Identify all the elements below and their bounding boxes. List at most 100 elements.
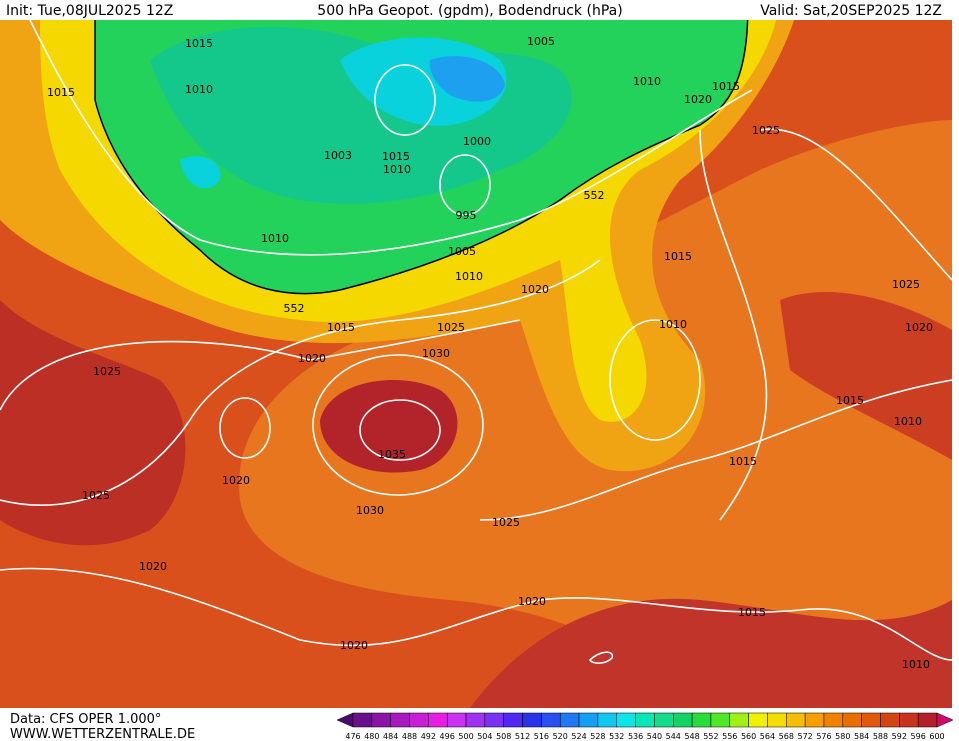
isobar-label: 1020 [521,283,549,296]
isobar [219,397,271,459]
scale-label: 580 [835,732,850,741]
scale-label: 520 [553,732,568,741]
scale-label: 512 [515,732,530,741]
website: WWW.WETTERZENTRALE.DE [10,727,195,741]
scale-label: 540 [647,732,662,741]
scale-swatch [842,712,862,728]
isobar-label: 1010 [185,83,213,96]
scale-label: 544 [666,732,681,741]
isobar [0,567,953,661]
scale-swatch [917,712,938,728]
header-band [0,0,959,20]
map-title: 500 hPa Geopot. (gpdm), Bodendruck (hPa) [317,3,622,19]
isobar-label: 1020 [684,93,712,106]
scale-label: 476 [345,732,360,741]
scale-label: 584 [854,732,869,741]
isobar-label: 1025 [752,124,780,137]
scale-swatch [691,712,712,728]
isobar-label: 1010 [383,163,411,176]
isobar-label: 1020 [905,321,933,334]
scale-label: 532 [609,732,624,741]
scale-swatch [578,712,599,728]
isobar-label: 1010 [894,415,922,428]
scale-swatch [673,712,693,728]
scale-label: 524 [571,732,586,741]
isobar [439,154,491,216]
scale-swatch [899,712,919,728]
scale-label: 588 [873,732,888,741]
orange-field [0,0,952,708]
dark-region [470,598,952,708]
isobar-label: 1030 [422,347,450,360]
valid-time: Valid: Sat,20SEP2025 12Z [760,3,942,19]
isobar [589,651,614,664]
scale-label: 504 [477,732,492,741]
scale-swatch [371,712,391,728]
scale-swatch [823,712,844,728]
isobar-label: 1020 [222,474,250,487]
isobar-label: 1025 [82,489,110,502]
isobar [0,259,601,506]
isobar-label: 1015 [729,455,757,468]
scale-swatch [428,712,448,728]
isobar-label: 1015 [47,86,75,99]
isobar-label: 1025 [892,278,920,291]
isobar-label: 1015 [664,250,692,263]
scale-swatch [597,712,617,728]
isobar-label: 1020 [298,352,326,365]
scale-swatch [654,712,674,728]
scale-swatch [503,712,523,728]
isobar-label: 1005 [448,245,476,258]
isobar [479,379,953,521]
scale-label: 480 [364,732,379,741]
scale-label: 600 [929,732,944,741]
scale-label: 508 [496,732,511,741]
isobar-label: 552 [284,302,305,315]
isobar-label: 1000 [463,135,491,148]
isobar [359,399,441,461]
blue-core [429,56,505,102]
init-time: Init: Tue,08JUL2025 12Z [6,3,173,19]
isobar [759,128,953,281]
isobar-label: 1015 [185,37,213,50]
data-source: Data: CFS OPER 1.000° [10,712,161,727]
isobar-label: 1015 [738,606,766,619]
isobar-label: 1030 [356,504,384,517]
isobar-label: 1005 [527,35,555,48]
isobars [0,19,953,664]
isobar-label: 1010 [455,270,483,283]
scale-swatch [616,712,636,728]
cyan-field [180,156,221,189]
scale-label: 552 [703,732,718,741]
scale-label: 488 [402,732,417,741]
scale-label: 560 [741,732,756,741]
isobar [609,319,701,441]
isobar-label: 995 [456,209,477,222]
dark-region [0,300,186,546]
scale-swatch [729,712,749,728]
isobar-label: 1025 [93,365,121,378]
scale-label: 496 [440,732,455,741]
scale-swatch [484,712,504,728]
scale-label: 568 [779,732,794,741]
scale-label: 572 [797,732,812,741]
scale-swatch [880,712,900,728]
scale-swatch [559,712,580,728]
isobar-label: 1020 [340,639,368,652]
scale-swatch [861,712,881,728]
color-scale: 476 480 484 488 492 496 500 504 508 512 516 520 524 5… [336,712,954,741]
scale-swatch [767,712,787,728]
scale-swatch [786,712,806,728]
isobar [374,64,436,136]
scale-label: 516 [534,732,549,741]
scale-label: 576 [816,732,831,741]
scale-swatch [409,712,429,728]
scale-swatch [352,712,373,728]
isobar-label: 552 [584,189,605,202]
dark-region [320,380,458,473]
isobar [0,319,521,411]
scale-swatch [446,712,467,728]
scale-label: 548 [684,732,699,741]
isobar-label: 1015 [327,321,355,334]
